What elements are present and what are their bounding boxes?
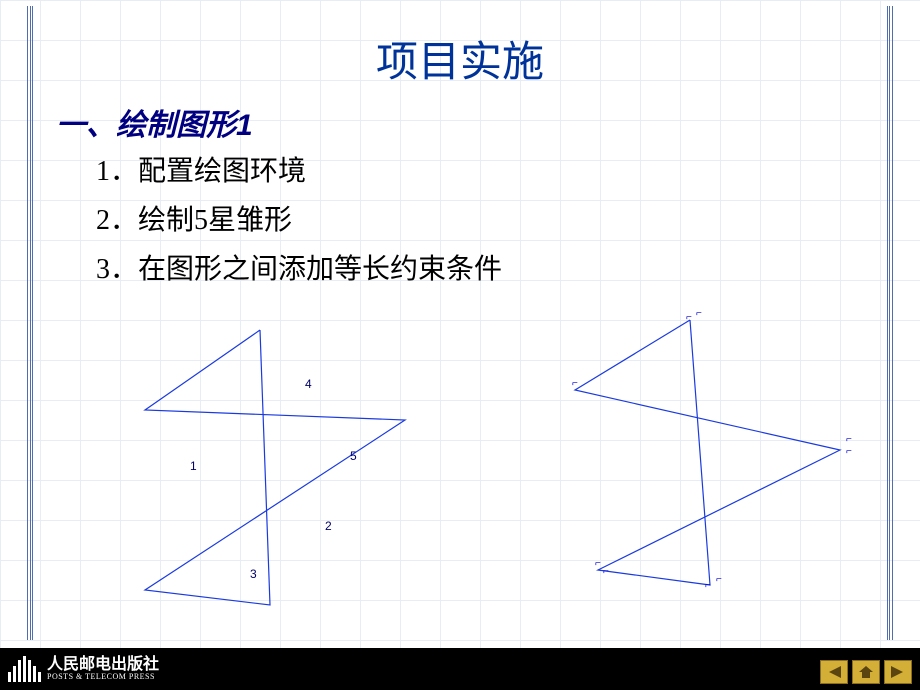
star-diagrams-svg: 12345 ⌐⌐⌐⌐⌐⌐⌐⌐⌐ [50,310,870,610]
edge-label: 1 [190,459,197,473]
constraint-mark: ⌐ [696,310,702,319]
slide-title: 项目实施 [0,28,920,89]
diagram-area: 12345 ⌐⌐⌐⌐⌐⌐⌐⌐⌐ [50,310,870,610]
constraint-mark: ⌐ [686,312,692,323]
left-star: 1 2 3 4 5 [145,330,405,605]
constraint-mark: ⌐ [572,378,578,389]
publisher-name-cn: 人民邮电出版社 [47,656,159,674]
edge-label: 3 [250,567,257,581]
list-item: 1．配置绘图环境 [96,150,502,195]
section-heading: 一、绘制图形1 [56,100,253,144]
constraint-mark: ⌐ [716,574,722,585]
constraint-mark: ⌐ [846,434,852,445]
step-list: 1．配置绘图环境 2．绘制5星雏形 3．在图形之间添加等长约束条件 [96,150,502,296]
home-icon [858,665,874,679]
publisher-name-en: POSTS & TELECOM PRESS [47,673,159,682]
logo-stripes-icon [8,656,41,682]
list-item: 2．绘制5星雏形 [96,199,502,244]
publisher-logo: 人民邮电出版社 POSTS & TELECOM PRESS [8,656,159,682]
triangle-right-icon [891,666,905,678]
nav-next-button[interactable] [884,660,912,684]
list-item: 3．在图形之间添加等长约束条件 [96,248,502,293]
footer-bar: 人民邮电出版社 POSTS & TELECOM PRESS [0,648,920,690]
nav-home-button[interactable] [852,660,880,684]
constraint-mark: ⌐ [705,580,711,591]
right-star: ⌐⌐⌐⌐⌐⌐⌐⌐⌐ [572,310,852,591]
edge-label: 5 [350,449,357,463]
edge-label: 4 [305,377,312,391]
triangle-left-icon [827,666,841,678]
nav-buttons [820,660,912,684]
constraint-mark: ⌐ [595,558,601,569]
constraint-mark: ⌐ [846,446,852,457]
nav-prev-button[interactable] [820,660,848,684]
edge-label: 2 [325,519,332,533]
constraint-mark: ⌐ [603,566,609,577]
